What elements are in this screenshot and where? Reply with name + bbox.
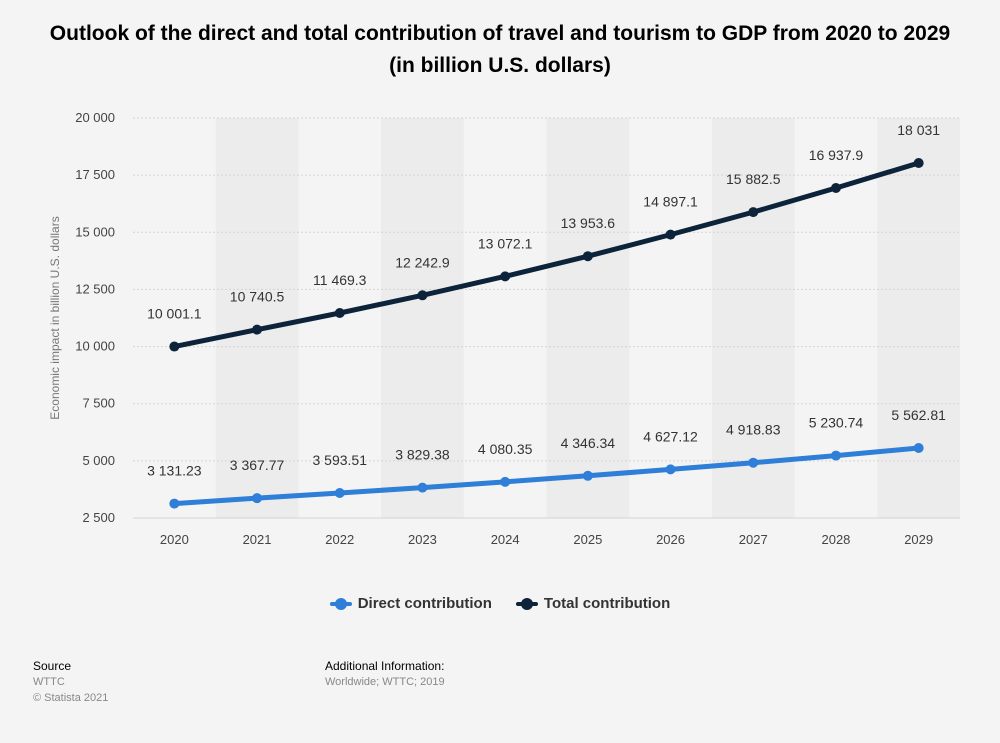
additional-info-heading: Additional Information: [325,659,445,673]
data-label: 4 346.34 [561,435,616,451]
legend-item-total[interactable]: Total contribution [515,595,671,612]
data-point[interactable] [665,464,676,475]
column-band [877,118,960,518]
data-label: 5 230.74 [809,415,864,431]
y-tick-label: 17 500 [75,167,115,182]
y-tick-label: 5 000 [82,453,115,468]
x-tick-label: 2022 [325,532,354,547]
data-label: 4 627.12 [643,428,698,444]
column-band [381,118,464,518]
y-tick-label: 20 000 [75,110,115,125]
data-point[interactable] [665,229,676,240]
data-point[interactable] [913,442,924,453]
legend-label-direct: Direct contribution [357,595,492,612]
legend-marker-direct [329,597,352,610]
gridlines [133,117,960,519]
legend: Direct contribution Total contribution [0,595,1000,612]
y-tick-label: 7 500 [82,396,115,411]
data-point[interactable] [417,482,428,493]
data-point[interactable] [500,476,511,487]
source-block: Source WTTC © Statista 2021 [33,658,108,706]
x-tick-label: 2027 [739,532,768,547]
data-point[interactable] [830,450,841,461]
data-label: 3 367.77 [230,457,285,473]
data-point[interactable] [500,271,511,282]
x-tick-label: 2020 [160,532,189,547]
x-tick-label: 2024 [491,532,520,547]
legend-label-total: Total contribution [543,595,671,612]
x-tick-label: 2021 [243,532,272,547]
data-label: 10 740.5 [230,289,285,305]
data-point[interactable] [169,498,180,509]
y-axis-ticks: 2 500 5 000 7 500 10 000 12 500 15 000 17 500 2… [75,110,115,525]
data-label: 5 562.81 [891,407,946,423]
column-band [546,118,630,518]
data-point[interactable] [252,493,263,504]
legend-marker-total [515,597,538,610]
series-points [169,158,924,509]
column-band [711,118,795,518]
y-axis-label: Economic impact in billion U.S. dollars [48,216,62,420]
data-point[interactable] [334,307,345,318]
data-point[interactable] [417,290,428,301]
data-point[interactable] [252,324,263,335]
data-point[interactable] [582,251,593,262]
x-tick-label: 2026 [656,532,685,547]
additional-info-text: Worldwide; WTTC; 2019 [325,676,445,688]
series-line [171,160,922,350]
data-point[interactable] [748,457,759,468]
data-point[interactable] [334,488,345,499]
y-tick-label: 10 000 [75,339,115,354]
x-tick-label: 2023 [408,532,437,547]
y-tick-label: 15 000 [75,224,115,239]
y-tick-label: 12 500 [75,281,115,296]
x-tick-label: 2025 [573,532,602,547]
data-label: 13 072.1 [478,235,533,251]
column-bands [215,118,960,518]
data-label: 13 953.6 [561,215,616,231]
x-tick-label: 2028 [821,532,850,547]
data-point[interactable] [913,158,924,169]
data-point[interactable] [582,470,593,481]
source-name[interactable]: WTTC [33,676,65,688]
series-lines [171,160,922,507]
data-label: 12 242.9 [395,254,450,270]
data-label: 3 593.51 [313,452,368,468]
data-label: 11 469.3 [313,272,367,288]
data-label: 3 131.23 [147,463,202,479]
data-label: 16 937.9 [809,147,864,163]
data-label: 14 897.1 [643,194,698,210]
data-point[interactable] [169,341,180,352]
data-label: 15 882.5 [726,171,781,187]
data-point[interactable] [830,182,841,193]
legend-item-direct[interactable]: Direct contribution [329,595,492,612]
data-label: 18 031 [897,122,940,138]
data-labels: 3 131.23 3 367.77 3 593.51 3 829.38 4 080.35… [147,122,946,479]
series-line [171,445,922,507]
data-label: 4 080.35 [478,441,533,457]
copyright[interactable]: © Statista 2021 [33,692,109,704]
chart-title: Outlook of the direct and total contribu… [49,22,951,77]
data-label: 10 001.1 [147,306,202,322]
y-tick-label: 2 500 [82,510,115,525]
x-tick-label: 2029 [904,532,933,547]
data-label: 3 829.38 [395,447,450,463]
additional-info-block: Additional Information: Worldwide; WTTC;… [325,658,445,690]
data-point[interactable] [748,207,759,218]
data-label: 4 918.83 [726,422,781,438]
x-axis-ticks: 2020 2021 2022 2023 2024 2025 2026 2027 2028 2029 [160,532,933,547]
column-band [215,118,299,518]
source-heading: Source [33,659,72,673]
